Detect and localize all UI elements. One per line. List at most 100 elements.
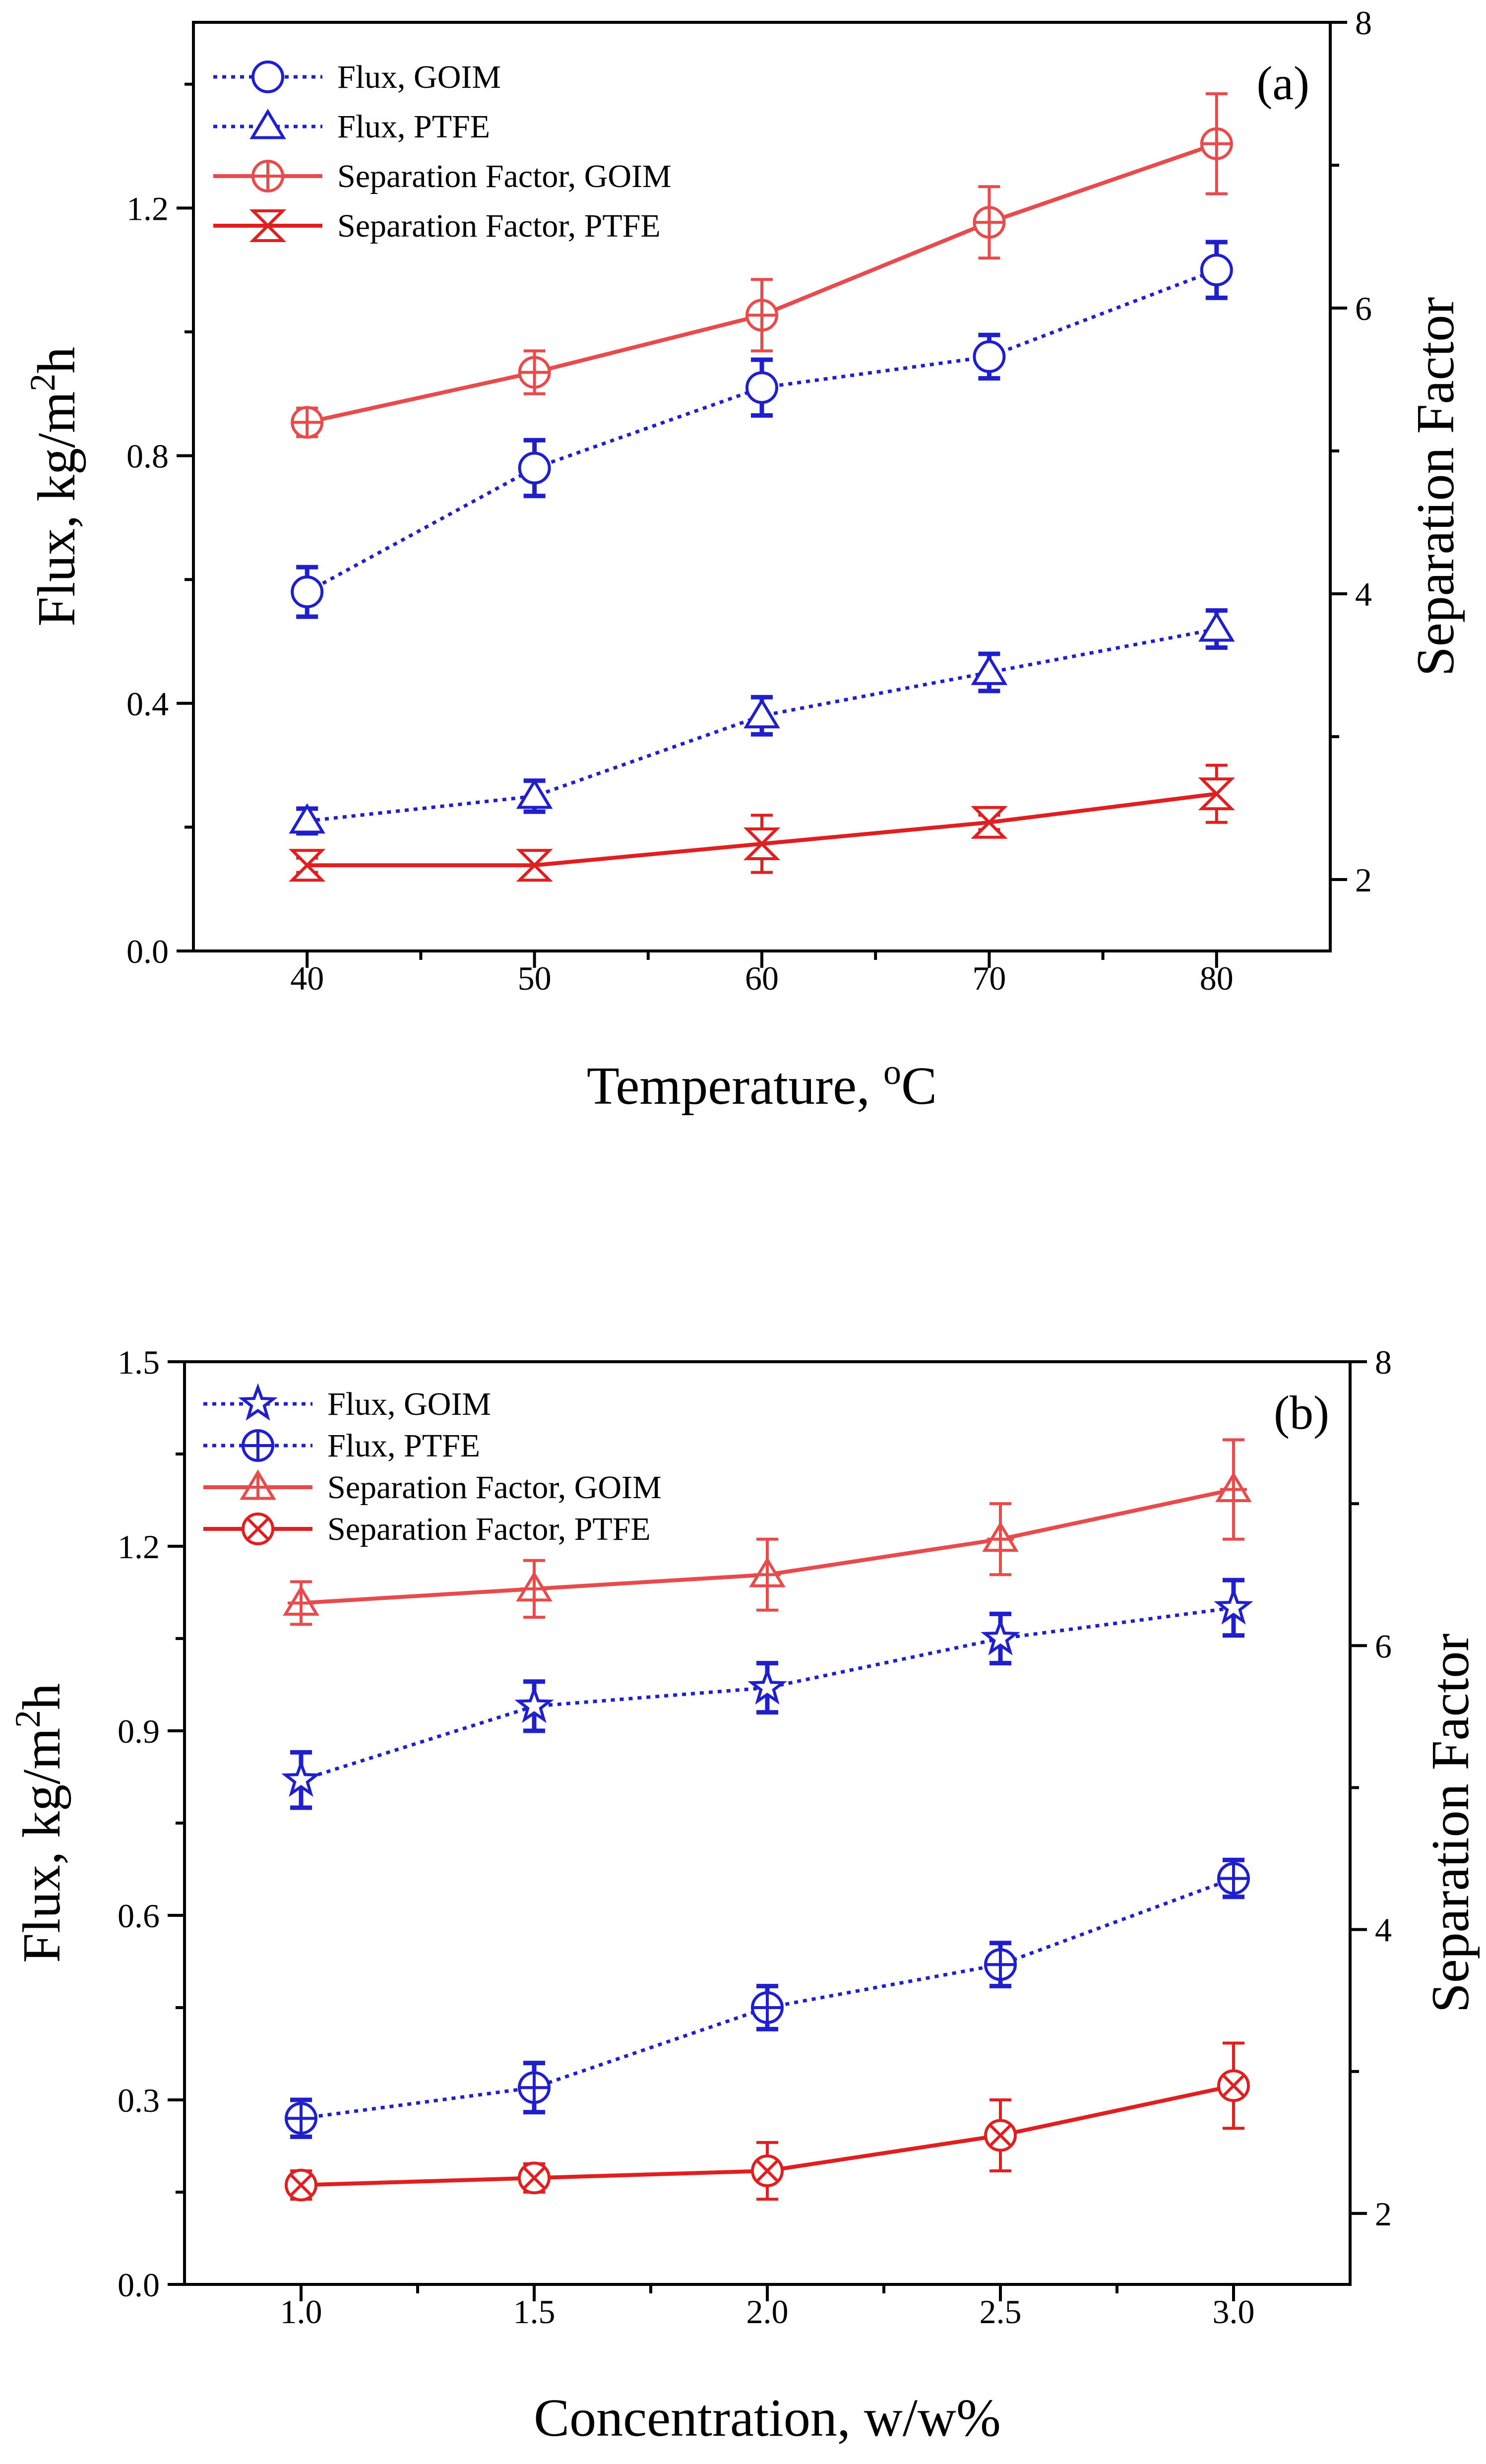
y-tick-label: 0.8: [126, 438, 169, 475]
x-tick-label: 70: [972, 959, 1006, 997]
y-tick-label: 0.3: [118, 2082, 160, 2119]
data-point: [971, 806, 1008, 839]
data-point: [1214, 1587, 1253, 1625]
data-point: [518, 356, 551, 389]
data-point: [751, 1991, 784, 2024]
y-tick-label: 0.6: [118, 1897, 160, 1935]
data-point: [281, 1759, 321, 1797]
data-point: [745, 299, 778, 332]
data-point: [984, 2119, 1017, 2152]
series-layer: [281, 1438, 1253, 2202]
series-flux-ptfe: [285, 1857, 1250, 2139]
data-point: [1217, 2069, 1250, 2102]
panel-label: (b): [1274, 1386, 1329, 1439]
data-point: [743, 827, 781, 860]
data-point: [514, 1685, 554, 1723]
legend-marker: [240, 1469, 276, 1500]
legend-label: Separation Factor, PTFE: [337, 208, 661, 244]
series-separation-factor-ptfe: [288, 763, 1236, 882]
y-axis-title: Flux, kg/m2h: [8, 1683, 71, 1963]
y-tick-label: 1.2: [126, 190, 169, 227]
data-point: [516, 1571, 553, 1602]
data-point: [973, 340, 1006, 373]
data-point: [749, 1557, 786, 1587]
legend-marker: [249, 209, 287, 242]
legend-entry: Separation Factor, PTFE: [213, 208, 661, 244]
data-point: [516, 849, 553, 882]
y2-tick-label: 8: [1375, 1343, 1392, 1381]
legend-entry: Separation Factor, PTFE: [203, 1511, 651, 1547]
legend: Flux, GOIM Flux, PTFE Separation Factor, G…: [213, 59, 672, 244]
x-axis-title: Temperature, oC: [587, 1052, 937, 1116]
y-tick-label: 1.5: [118, 1343, 160, 1381]
data-point: [981, 1618, 1020, 1655]
series-flux-goim: [291, 240, 1233, 619]
data-point: [518, 451, 551, 485]
data-point: [982, 1521, 1019, 1552]
y-tick-labels: 0.0 0.4 0.8 1.2: [126, 190, 169, 970]
y2-tick-labels: 2 4 6 8: [1355, 4, 1372, 899]
series-flux-goim: [281, 1578, 1253, 1810]
legend: Flux, GOIM Flux, PTFE Separation Factor, G…: [203, 1383, 662, 1547]
x-tick-label: 80: [1200, 959, 1234, 997]
series-separation-factor-goim: [291, 92, 1233, 439]
legend-label: Separation Factor, GOIM: [337, 158, 672, 194]
series-layer: [288, 92, 1236, 882]
y2-tick-label: 2: [1375, 2195, 1392, 2233]
y2-tick-label: 4: [1375, 1911, 1392, 1949]
legend-entry: Separation Factor, GOIM: [203, 1469, 662, 1506]
data-point: [291, 406, 324, 439]
y2-axis-title: Separation Factor: [1406, 297, 1465, 677]
legend-marker: [251, 160, 284, 192]
data-point: [1200, 127, 1233, 160]
legend-label: Flux, GOIM: [337, 59, 501, 95]
data-point: [1198, 611, 1235, 642]
series-separation-factor-ptfe: [285, 2041, 1250, 2202]
x-tick-label: 1.5: [513, 2293, 556, 2331]
data-point: [1215, 1471, 1252, 1503]
legend-label: Separation Factor, PTFE: [327, 1511, 651, 1547]
y-axis-title: Flux, kg/m2h: [23, 347, 86, 627]
data-point: [291, 575, 324, 609]
y2-tick-label: 8: [1355, 4, 1372, 42]
tick-marks: [168, 1360, 1367, 2301]
data-point: [518, 2071, 551, 2104]
y2-tick-label: 6: [1355, 290, 1372, 327]
legend-entry: Flux, GOIM: [213, 59, 501, 95]
y-tick-label: 0.4: [126, 685, 169, 723]
series-separation-factor-goim: [283, 1438, 1252, 1626]
legend-entry: Flux, PTFE: [213, 109, 490, 145]
x-tick-labels: 1.0 1.5 2.0 2.5 3.0: [280, 2293, 1255, 2331]
x-tick-label: 2.0: [746, 2293, 789, 2331]
legend-entry: Separation Factor, GOIM: [213, 158, 672, 194]
data-point: [747, 1667, 787, 1705]
x-tick-labels: 40 50 60 70 80: [290, 959, 1234, 997]
legend-label: Flux, PTFE: [337, 109, 490, 145]
x-tick-label: 50: [518, 959, 552, 997]
legend-marker: [242, 1429, 274, 1462]
y-tick-label: 1.2: [118, 1528, 160, 1566]
data-point: [1198, 777, 1236, 811]
x-tick-label: 3.0: [1213, 2293, 1255, 2331]
data-point: [973, 206, 1006, 239]
y2-tick-label: 4: [1355, 575, 1372, 613]
data-point: [971, 654, 1008, 685]
data-point: [285, 2168, 317, 2202]
y2-tick-label: 2: [1355, 861, 1372, 899]
y2-tick-labels: 2 4 6 8: [1375, 1343, 1392, 2233]
data-point: [984, 1948, 1017, 1981]
panel-label: (a): [1256, 57, 1309, 110]
series-line: [307, 627, 1217, 823]
data-point: [283, 1585, 319, 1616]
y2-axis-title: Separation Factor: [1421, 1634, 1480, 2013]
legend-label: Flux, PTFE: [327, 1428, 480, 1464]
legend-marker: [249, 109, 286, 139]
y2-tick-label: 6: [1375, 1627, 1392, 1665]
x-axis-title: Concentration, w/w%: [534, 2389, 1001, 2448]
legend-label: Separation Factor, GOIM: [327, 1469, 662, 1506]
data-point: [518, 2161, 551, 2195]
data-point: [1200, 253, 1233, 287]
data-point: [743, 697, 780, 729]
tick-marks: [177, 21, 1347, 968]
